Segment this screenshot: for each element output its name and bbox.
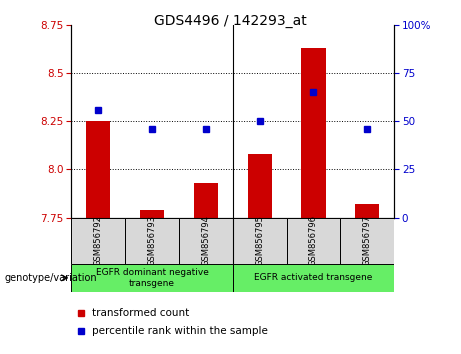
Text: EGFR dominant negative
transgene: EGFR dominant negative transgene [96,268,208,287]
Text: GSM856792: GSM856792 [94,215,103,266]
Text: transformed count: transformed count [92,308,189,318]
Text: GSM856793: GSM856793 [148,215,157,266]
Bar [340,218,394,264]
Text: GSM856794: GSM856794 [201,215,210,266]
Text: genotype/variation: genotype/variation [5,273,97,283]
Text: GDS4496 / 142293_at: GDS4496 / 142293_at [154,14,307,28]
Text: GSM856797: GSM856797 [363,215,372,266]
Bar [71,264,233,292]
Text: percentile rank within the sample: percentile rank within the sample [92,326,268,336]
Bar [194,183,218,218]
Text: EGFR activated transgene: EGFR activated transgene [254,273,372,282]
Bar [140,210,164,218]
Bar [233,264,394,292]
Bar [355,204,379,218]
Bar [301,48,325,218]
Bar [71,218,125,264]
Bar [179,218,233,264]
Bar [287,218,340,264]
Bar [233,218,287,264]
Bar [86,121,111,218]
Text: GSM856795: GSM856795 [255,215,264,266]
Text: GSM856796: GSM856796 [309,215,318,266]
Bar [125,218,179,264]
Bar [248,154,272,218]
